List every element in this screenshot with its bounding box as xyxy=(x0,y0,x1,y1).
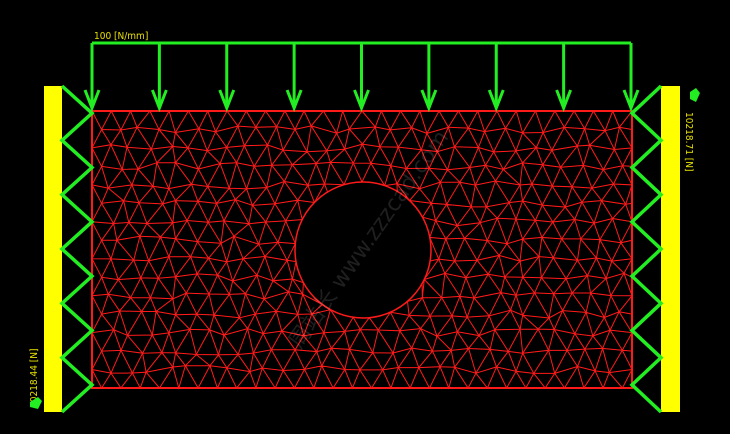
plate-boundary xyxy=(91,110,633,389)
load-arrow-icon xyxy=(285,43,303,113)
load-label: 100 [N/mm] xyxy=(94,31,148,42)
load-arrow-icon xyxy=(150,43,168,113)
load-arrow-icon xyxy=(83,43,101,113)
center-hole xyxy=(294,181,432,319)
load-arrow-icon xyxy=(420,43,438,113)
load-arrow-icon xyxy=(353,43,370,113)
left-reaction-arrow-icon xyxy=(30,397,42,409)
load-arrow-icon xyxy=(218,43,236,113)
right-reaction-arrow-icon xyxy=(690,88,700,102)
right-support-truss xyxy=(629,84,664,414)
distributed-load xyxy=(83,41,640,113)
right-reaction-label: 10218.71 [N] xyxy=(683,112,694,172)
load-arrow-icon xyxy=(622,43,640,113)
supports xyxy=(44,84,680,414)
load-arrow-icon xyxy=(555,43,573,113)
right-support-bar xyxy=(661,86,680,412)
left-support-truss xyxy=(59,84,95,414)
load-arrow-icon xyxy=(487,43,505,113)
left-support-bar xyxy=(44,86,62,412)
left-reaction-label: 10218.44 [N] xyxy=(29,348,40,408)
